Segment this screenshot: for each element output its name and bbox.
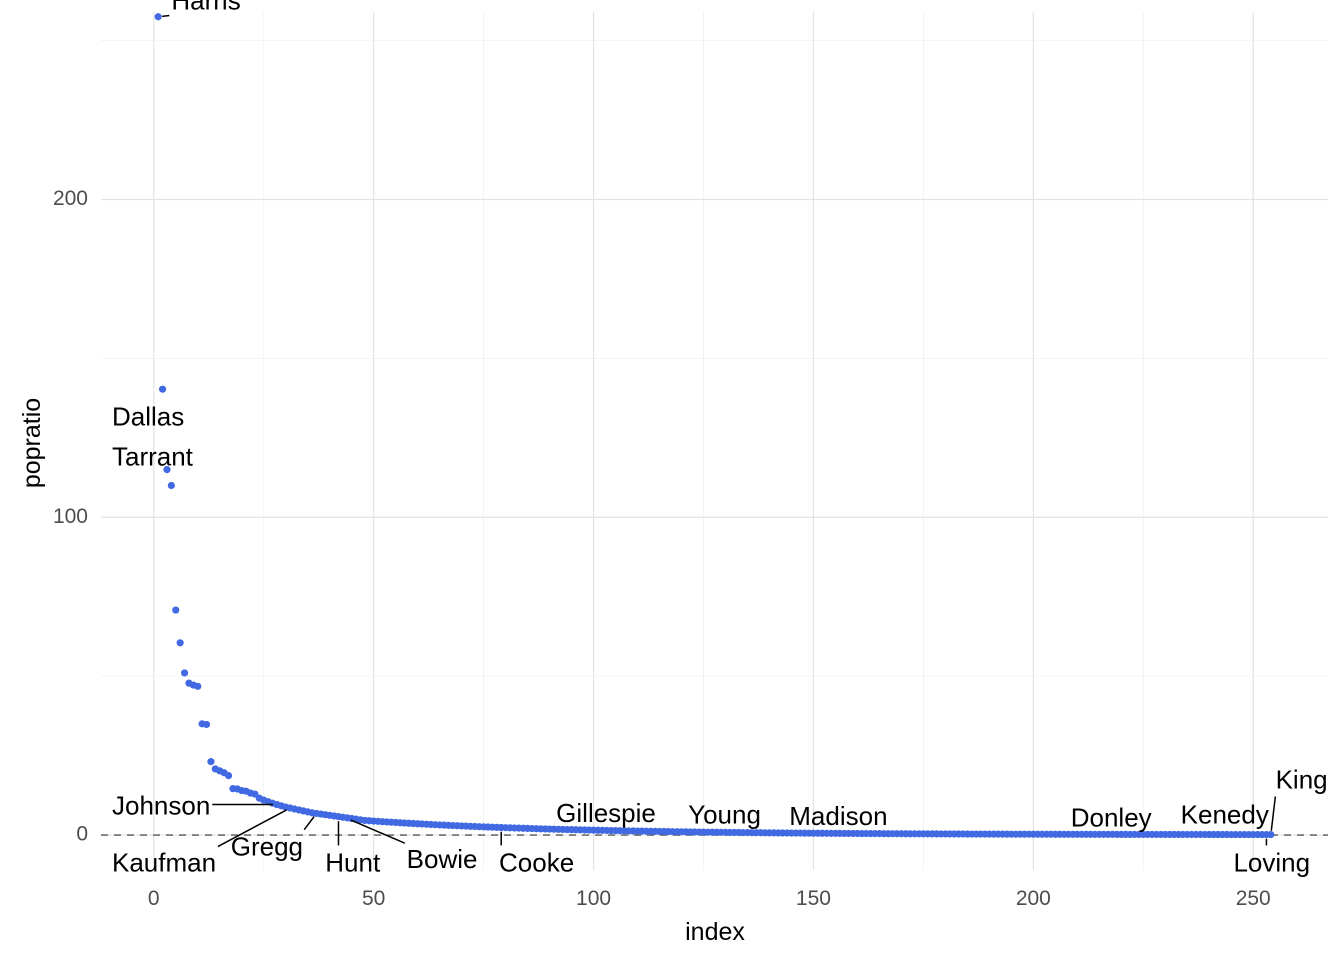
annotation-label: Bowie xyxy=(407,844,478,874)
data-point xyxy=(194,682,202,690)
annotation-leader xyxy=(1270,796,1277,831)
annotation-label: Harris xyxy=(171,0,240,15)
x-tick-label: 250 xyxy=(1236,887,1271,910)
x-tick-label: 200 xyxy=(1016,887,1051,910)
annotation-label: Kaufman xyxy=(112,847,216,877)
annotation-label: Hunt xyxy=(325,847,381,877)
x-tick-label: 100 xyxy=(576,887,611,910)
data-point xyxy=(154,13,162,21)
annotation-label: Tarrant xyxy=(112,441,194,471)
x-axis-title: index xyxy=(685,918,745,946)
annotation-label: Madison xyxy=(789,801,887,831)
y-tick-label: 100 xyxy=(53,505,88,528)
tick-labels: 0 50 100 150 200 250 0 100 200 xyxy=(53,187,1271,910)
annotation-label: Gillespie xyxy=(556,798,656,828)
x-tick-label: 50 xyxy=(362,887,385,910)
y-tick-label: 0 xyxy=(76,823,88,846)
data-point xyxy=(172,606,180,614)
data-point xyxy=(176,639,184,647)
annotation-leader xyxy=(350,819,406,844)
y-axis-title: popratio xyxy=(18,398,46,488)
data-points xyxy=(154,13,1275,839)
data-point xyxy=(1267,830,1275,839)
annotation-label: Gregg xyxy=(231,831,303,861)
annotation-label: Kenedy xyxy=(1181,799,1269,829)
annotation-label: Young xyxy=(688,799,761,829)
x-tick-label: 0 xyxy=(148,887,160,910)
data-point xyxy=(224,772,233,780)
gridlines xyxy=(101,12,1328,870)
data-point xyxy=(163,466,171,474)
data-point xyxy=(158,385,167,393)
y-tick-label: 200 xyxy=(53,187,88,210)
annotation-leader xyxy=(303,816,315,831)
annotation-leader xyxy=(217,809,287,848)
annotation-label: Dallas xyxy=(112,402,184,432)
data-point xyxy=(167,481,175,490)
annotation-leader xyxy=(162,14,170,18)
data-point xyxy=(207,758,215,766)
data-point xyxy=(180,669,189,677)
annotation-label: Donley xyxy=(1071,802,1152,832)
annotation-leaders xyxy=(162,14,1277,848)
annotation-label: Loving xyxy=(1233,847,1310,877)
data-point xyxy=(202,720,211,729)
annotation-labels: Harris Dallas Tarrant Johnson Kaufman Gregg Hu… xyxy=(112,0,1328,877)
annotation-label: Johnson xyxy=(112,790,210,820)
annotation-label: King xyxy=(1276,765,1328,795)
annotation-label: Cooke xyxy=(499,847,574,877)
x-tick-label: 150 xyxy=(796,887,831,910)
